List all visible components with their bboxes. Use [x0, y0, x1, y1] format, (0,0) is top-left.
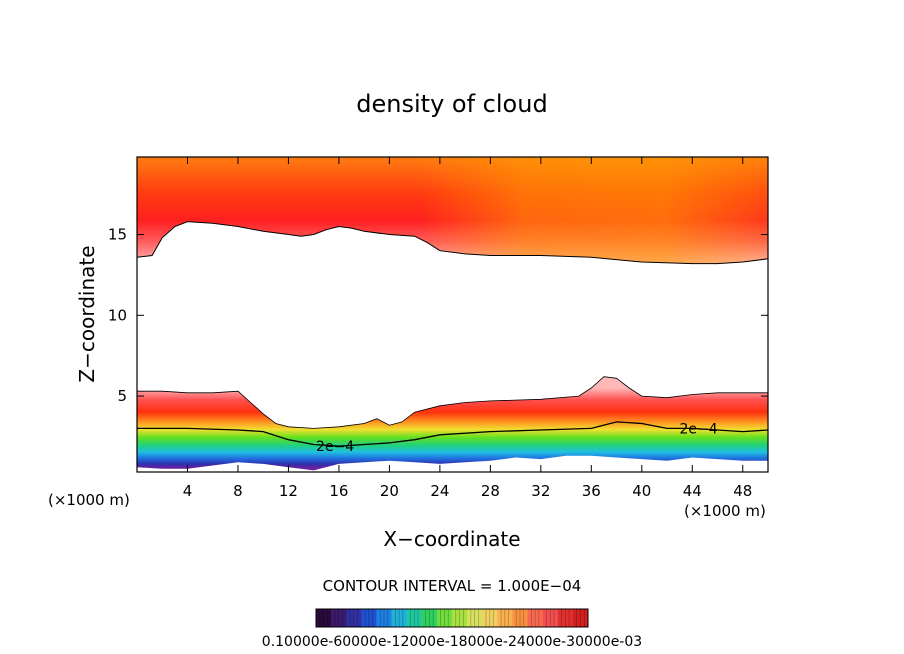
chart-title: density of cloud	[356, 90, 547, 118]
y-axis-label: Z−coordinate	[75, 245, 99, 382]
lower-cloud-layer	[137, 376, 768, 471]
colorbar-swatch	[452, 609, 468, 627]
colorbar-labels: 0.10000e-60000e-12000e-18000e-24000e-300…	[262, 634, 642, 650]
colorbar-swatch	[436, 609, 453, 627]
colorbar-swatch	[557, 609, 574, 627]
x-tick-label: 44	[683, 482, 702, 500]
colorbar-swatch	[361, 609, 377, 627]
x-tick-label: 16	[329, 482, 348, 500]
x-axis-unit-left: (×1000 m)	[48, 491, 130, 509]
y-axis: 5 10 15	[108, 226, 768, 405]
colorbar-swatch	[542, 609, 559, 627]
colorbar-swatch	[497, 609, 513, 627]
colorbar	[315, 608, 589, 628]
colorbar-swatch	[512, 609, 528, 627]
contour-label-1: 2e−4	[680, 421, 718, 437]
colorbar-swatch	[467, 609, 483, 627]
x-tick-label: 20	[380, 482, 399, 500]
upper-cloud-boundary-contour	[137, 221, 768, 265]
x-axis: 4 8 12 16 20 24 28 32 36 40 44 48	[183, 157, 752, 500]
colorbar-swatch	[421, 609, 438, 627]
colorbar-frame	[315, 608, 589, 628]
colorbar-swatch	[346, 609, 362, 627]
colorbar-swatch	[316, 609, 332, 627]
colorbar-swatch	[331, 609, 347, 627]
x-tick-label: 28	[481, 482, 500, 500]
colorbar-swatch	[376, 609, 392, 627]
colorbar-swatch	[482, 609, 498, 627]
lower-cloud-top-contour	[137, 376, 768, 429]
plot-frame	[136, 156, 769, 473]
y-tick-label: 5	[117, 387, 127, 405]
x-tick-label: 32	[531, 482, 550, 500]
x-axis-label: X−coordinate	[383, 527, 520, 551]
x-tick-label: 24	[430, 482, 449, 500]
x-tick-label: 8	[233, 482, 243, 500]
colorbar-swatch	[391, 609, 407, 627]
x-tick-label: 40	[632, 482, 651, 500]
colorbar-swatch	[527, 609, 543, 627]
x-tick-label: 4	[183, 482, 193, 500]
contour-interval-label: CONTOUR INTERVAL = 1.000E−04	[323, 577, 582, 595]
colorbar-swatch	[572, 609, 589, 627]
y-tick-label: 10	[108, 306, 127, 324]
upper-cloud-layer-highlight	[137, 157, 768, 264]
colorbar-swatch	[406, 609, 423, 627]
contour-labels: 2e−4 2e−4	[316, 421, 718, 455]
x-axis-unit-right: (×1000 m)	[684, 502, 766, 520]
x-tick-label: 12	[279, 482, 298, 500]
x-tick-label: 48	[733, 482, 752, 500]
contour-2e-4	[137, 421, 768, 447]
y-tick-label: 15	[108, 226, 127, 244]
contour-label-0: 2e−4	[316, 439, 354, 455]
x-tick-label: 36	[582, 482, 601, 500]
plot-area: 2e−4 2e−4	[137, 157, 768, 471]
